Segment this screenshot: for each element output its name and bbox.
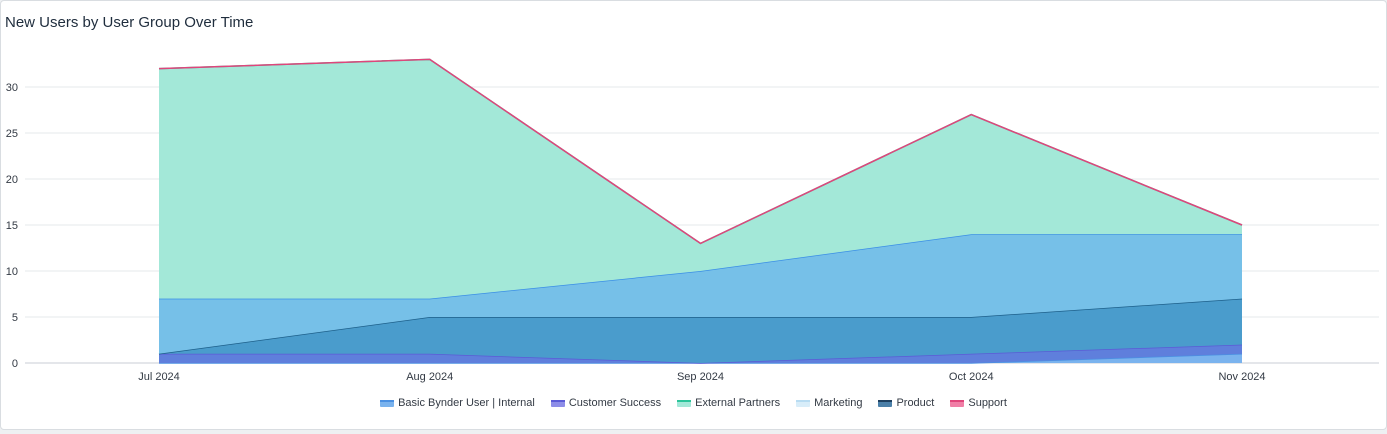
- legend-label: External Partners: [695, 397, 781, 409]
- area-external-partners[interactable]: [159, 59, 1242, 299]
- legend-label: Basic Bynder User | Internal: [398, 397, 535, 409]
- x-tick-label: Sep 2024: [677, 371, 724, 383]
- legend-item[interactable]: Product: [878, 397, 934, 409]
- x-tick-label: Oct 2024: [949, 371, 994, 383]
- chart-legend: Basic Bynder User | Internal Customer Suc…: [1, 397, 1386, 409]
- legend-swatch: [550, 399, 565, 407]
- x-axis: Jul 2024 Aug 2024 Sep 2024 Oct 2024 Nov 2024: [138, 371, 1265, 383]
- legend-swatch: [950, 399, 965, 407]
- legend-swatch: [380, 399, 395, 407]
- legend-item[interactable]: Support: [950, 397, 1007, 409]
- legend-label: Support: [968, 397, 1007, 409]
- y-tick-label: 15: [6, 220, 18, 232]
- area-marketing[interactable]: [159, 234, 1242, 354]
- area-series: [158, 58, 1243, 364]
- y-tick-label: 0: [12, 358, 18, 370]
- chart-title: New Users by User Group Over Time: [5, 14, 254, 31]
- area-customer-success[interactable]: [159, 344, 1242, 363]
- legend-item[interactable]: Customer Success: [550, 397, 662, 409]
- line-support: [158, 58, 1243, 245]
- x-tick-label: Nov 2024: [1218, 371, 1265, 383]
- y-tick-label: 10: [6, 266, 18, 278]
- x-tick-label: Jul 2024: [138, 371, 180, 383]
- legend-swatch: [677, 399, 692, 407]
- y-axis: 0 5 10 15 20 25 30: [6, 82, 18, 370]
- y-tick-label: 30: [6, 82, 18, 94]
- legend-item[interactable]: External Partners: [677, 397, 780, 409]
- area-basic-bynder-user-internal[interactable]: [159, 353, 1242, 363]
- legend-label: Product: [896, 397, 935, 409]
- area-product[interactable]: [159, 298, 1242, 363]
- legend-item[interactable]: Basic Bynder User | Internal: [380, 397, 535, 409]
- legend-swatch: [796, 399, 811, 407]
- legend-label: Marketing: [814, 397, 863, 409]
- y-tick-label: 20: [6, 174, 18, 186]
- x-tick-label: Aug 2024: [406, 371, 453, 383]
- legend-label: Customer Success: [568, 397, 662, 409]
- y-tick-label: 5: [12, 312, 18, 324]
- legend-swatch: [878, 399, 893, 407]
- y-tick-label: 25: [6, 128, 18, 140]
- legend-item[interactable]: Marketing: [796, 397, 862, 409]
